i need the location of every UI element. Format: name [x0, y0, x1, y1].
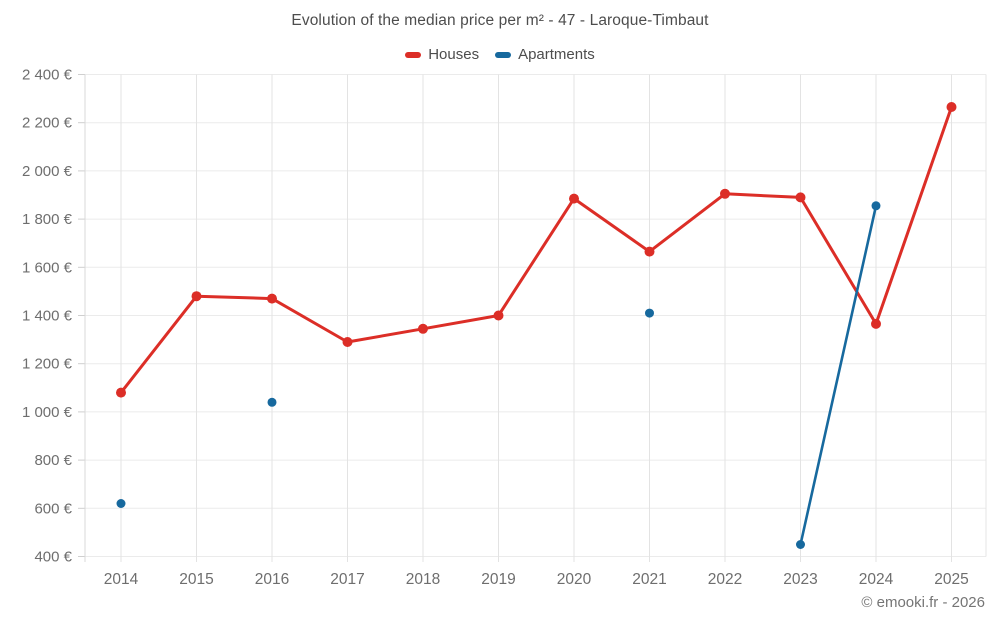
legend-swatch-houses [405, 51, 422, 58]
legend-swatch-apartments [495, 51, 512, 58]
data-point-houses-2023[interactable] [795, 192, 806, 203]
data-point-houses-2019[interactable] [493, 310, 504, 321]
data-point-houses-2014[interactable] [116, 387, 126, 398]
data-point-apartments-2014[interactable] [116, 499, 126, 508]
data-point-houses-2024[interactable] [871, 318, 881, 329]
x-axis-label: 2020 [557, 571, 592, 588]
x-axis-label: 2022 [708, 571, 742, 588]
footer-credit: © emooki.fr - 2026 [861, 594, 985, 611]
y-axis-label: 800 € [34, 452, 72, 469]
data-point-apartments-2021[interactable] [645, 308, 654, 318]
x-axis-label: 2021 [632, 571, 666, 588]
data-point-houses-2020[interactable] [569, 193, 579, 204]
data-point-apartments-2024[interactable] [871, 201, 881, 211]
data-point-houses-2016[interactable] [267, 293, 277, 304]
y-axis-label: 1 800 € [22, 211, 73, 228]
y-axis-label: 2 200 € [22, 115, 73, 132]
x-axis-label: 2018 [406, 571, 440, 588]
legend-item-apartments[interactable]: Apartments [495, 46, 595, 63]
chart-title: Evolution of the median price per m² - 4… [291, 12, 709, 29]
x-axis-label: 2016 [255, 571, 289, 588]
series-line-apartments [799, 204, 878, 546]
data-point-apartments-2016[interactable] [267, 397, 277, 407]
y-axis-label: 400 € [34, 549, 72, 566]
legend-label-apartments: Apartments [518, 46, 595, 63]
data-point-houses-2018[interactable] [418, 323, 428, 334]
legend-item-houses[interactable]: Houses [405, 46, 479, 63]
data-point-apartments-2023[interactable] [796, 540, 805, 549]
data-point-houses-2017[interactable] [342, 337, 353, 347]
series-line-houses [119, 105, 953, 395]
y-axis-label: 1 400 € [22, 308, 73, 325]
x-axis-label: 2014 [104, 571, 139, 588]
y-axis-label: 2 400 € [22, 67, 73, 84]
x-axis-label: 2025 [934, 571, 968, 588]
y-axis-label: 2 000 € [22, 163, 73, 180]
y-axis-label: 1 000 € [22, 404, 73, 421]
x-axis-label: 2024 [859, 571, 894, 588]
x-axis-label: 2019 [481, 571, 515, 588]
data-point-houses-2025[interactable] [946, 102, 957, 112]
y-axis-label: 1 600 € [22, 259, 73, 276]
x-axis-label: 2023 [783, 571, 817, 588]
y-axis-label: 600 € [34, 500, 72, 517]
legend: Houses Apartments [0, 46, 1000, 63]
data-point-houses-2015[interactable] [191, 291, 202, 302]
y-axis-label: 1 200 € [22, 356, 73, 373]
legend-label-houses: Houses [428, 46, 480, 63]
data-point-houses-2022[interactable] [720, 188, 730, 199]
x-axis-label: 2017 [330, 571, 364, 588]
data-point-houses-2021[interactable] [644, 246, 655, 257]
x-axis-label: 2015 [179, 571, 213, 588]
